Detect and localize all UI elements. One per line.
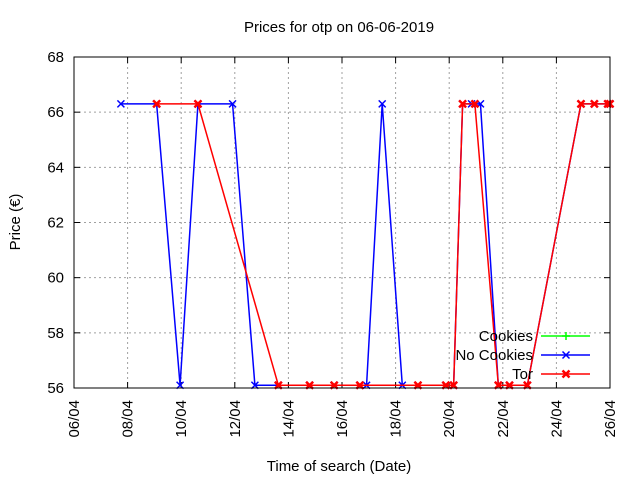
data-point bbox=[562, 332, 570, 340]
x-tick-label: 12/04 bbox=[227, 400, 244, 438]
series-tor bbox=[152, 99, 615, 390]
y-tick-label: 56 bbox=[47, 380, 64, 397]
data-point bbox=[228, 99, 237, 108]
legend-label: No Cookies bbox=[455, 347, 533, 364]
x-tick-label: 14/04 bbox=[280, 400, 297, 438]
data-point bbox=[458, 99, 467, 109]
legend-item: Cookies bbox=[479, 328, 590, 345]
chart-title: Prices for otp on 06-06-2019 bbox=[244, 19, 434, 36]
data-point bbox=[470, 99, 480, 109]
x-tick-label: 16/04 bbox=[334, 400, 351, 438]
x-tick-label: 22/04 bbox=[495, 400, 512, 438]
x-tick-label: 20/04 bbox=[441, 400, 458, 438]
data-point bbox=[589, 99, 599, 109]
x-tick-label: 26/04 bbox=[602, 400, 619, 438]
y-tick-label: 62 bbox=[47, 215, 64, 232]
legend-item: No Cookies bbox=[455, 347, 590, 364]
data-point bbox=[561, 350, 571, 360]
data-point bbox=[576, 99, 586, 109]
plot-frame bbox=[73, 56, 611, 389]
data-point bbox=[152, 99, 162, 109]
y-tick-label: 68 bbox=[47, 49, 64, 66]
x-tick-label: 24/04 bbox=[548, 400, 565, 438]
data-point bbox=[193, 99, 203, 109]
x-tick-label: 08/04 bbox=[120, 400, 137, 438]
legend-label: Tor bbox=[512, 366, 533, 383]
legend-label: Cookies bbox=[479, 328, 533, 345]
y-tick-label: 58 bbox=[47, 325, 64, 342]
x-tick-label: 18/04 bbox=[388, 400, 405, 438]
data-point bbox=[378, 99, 387, 108]
x-axis-label: Time of search (Date) bbox=[267, 458, 412, 475]
legend-item: Tor bbox=[512, 366, 590, 383]
x-tick-label: 06/04 bbox=[66, 400, 83, 438]
data-series bbox=[116, 99, 615, 390]
x-tick-label: 10/04 bbox=[173, 400, 190, 438]
y-axis-label: Price (€) bbox=[7, 194, 24, 251]
y-tick-label: 66 bbox=[47, 104, 64, 121]
x-axis-ticks: 06/04 08/04 10/04 12/04 14/04 16/04 18/04 20/04… bbox=[66, 57, 619, 438]
y-tick-label: 64 bbox=[47, 159, 64, 176]
series-no-cookies bbox=[116, 99, 615, 390]
data-point bbox=[116, 99, 125, 108]
grid-lines bbox=[74, 57, 610, 388]
legend: Cookies No Cookies Tor bbox=[455, 328, 590, 383]
series-line bbox=[120, 103, 610, 386]
y-tick-label: 60 bbox=[47, 270, 64, 287]
data-point bbox=[561, 369, 571, 379]
series-line bbox=[156, 103, 610, 386]
